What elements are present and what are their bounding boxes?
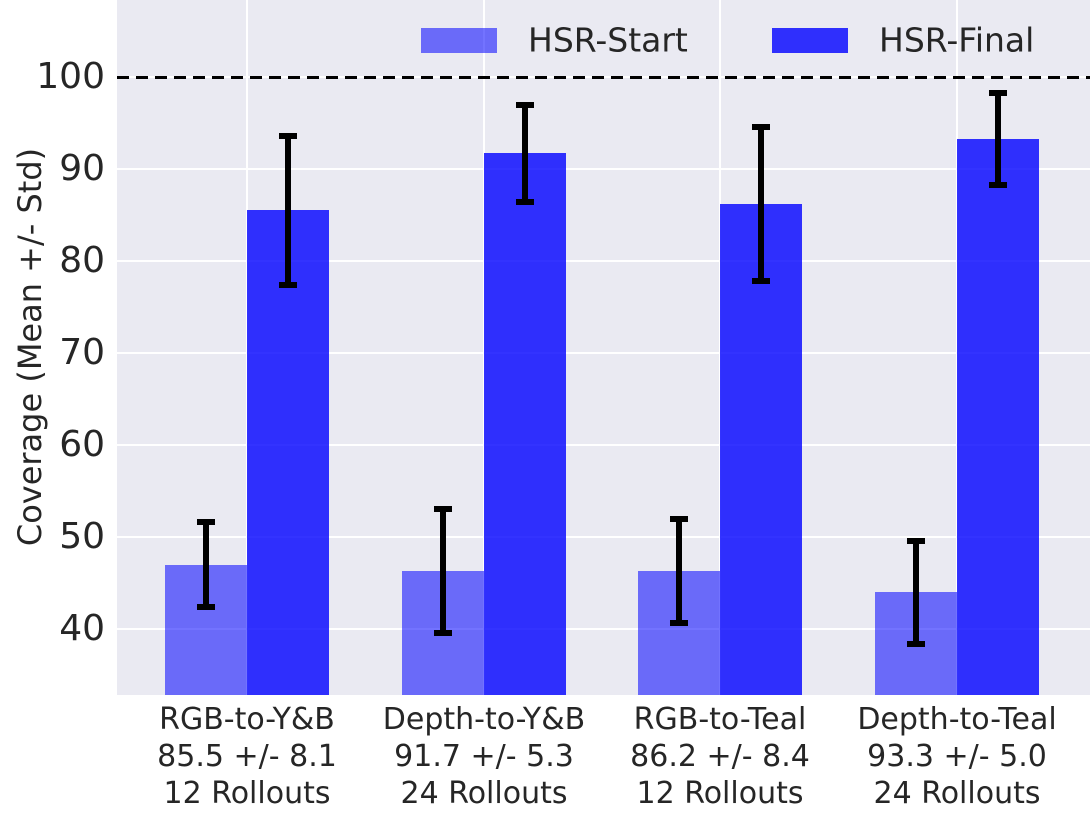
error-bar-line bbox=[440, 509, 446, 633]
error-bar-cap bbox=[907, 537, 925, 544]
legend-label-hsr-final: HSR-Final bbox=[879, 20, 1035, 60]
bar-hsr-final bbox=[484, 153, 566, 695]
x-tick-label-line: 93.3 +/- 5.0 bbox=[867, 739, 1047, 774]
gridline-h bbox=[117, 628, 1090, 630]
y-tick-label: 50 bbox=[59, 516, 105, 557]
error-bar-cap bbox=[434, 629, 452, 636]
legend-swatch-hsr-final bbox=[772, 28, 848, 53]
error-bar-line bbox=[913, 540, 919, 644]
x-tick-label-line: Depth-to-Teal bbox=[857, 702, 1057, 737]
gridline-h bbox=[117, 536, 1090, 538]
x-tick-label: Depth-to-Y&B 91.7 +/- 5.3 24 Rollouts bbox=[324, 701, 644, 812]
error-bar-cap bbox=[197, 603, 215, 610]
reference-line-100 bbox=[117, 75, 1090, 79]
bar-hsr-final bbox=[957, 138, 1039, 695]
error-bar-line bbox=[522, 104, 528, 203]
x-tick-label: RGB-to-Teal 86.2 +/- 8.4 12 Rollouts bbox=[560, 701, 880, 812]
error-bar-cap bbox=[670, 620, 688, 627]
bar-hsr-final bbox=[720, 203, 802, 695]
y-tick-label: 40 bbox=[59, 608, 105, 649]
x-tick-label-line: 85.5 +/- 8.1 bbox=[157, 739, 337, 774]
gridline-h bbox=[117, 444, 1090, 446]
x-tick-label: RGB-to-Y&B 85.5 +/- 8.1 12 Rollouts bbox=[87, 701, 407, 812]
x-tick-label: Depth-to-Teal 93.3 +/- 5.0 24 Rollouts bbox=[797, 701, 1090, 812]
error-bar-line bbox=[758, 126, 764, 282]
x-tick-label-line: 24 Rollouts bbox=[873, 776, 1041, 811]
x-tick-label-line: 86.2 +/- 8.4 bbox=[630, 739, 810, 774]
error-bar-line bbox=[285, 135, 291, 285]
error-bar-cap bbox=[907, 640, 925, 647]
gridline-h bbox=[117, 352, 1090, 354]
y-tick-label: 80 bbox=[59, 240, 105, 281]
error-bar-cap bbox=[197, 519, 215, 526]
y-tick-label: 90 bbox=[59, 148, 105, 189]
error-bar-cap bbox=[752, 123, 770, 130]
error-bar-cap bbox=[989, 181, 1007, 188]
y-tick-label: 70 bbox=[59, 332, 105, 373]
bar-hsr-final bbox=[247, 210, 329, 695]
legend-label-hsr-start: HSR-Start bbox=[528, 20, 688, 60]
gridline-h bbox=[117, 260, 1090, 262]
y-tick-label: 100 bbox=[36, 56, 105, 97]
legend-swatch-hsr-start bbox=[421, 28, 497, 53]
x-tick-label-line: 12 Rollouts bbox=[636, 776, 804, 811]
x-tick-label-line: Depth-to-Y&B bbox=[382, 702, 586, 737]
x-tick-label-line: 24 Rollouts bbox=[400, 776, 568, 811]
error-bar-cap bbox=[752, 278, 770, 285]
error-bar-line bbox=[203, 522, 209, 607]
error-bar-cap bbox=[434, 506, 452, 513]
error-bar-cap bbox=[279, 132, 297, 139]
x-tick-label-line: 91.7 +/- 5.3 bbox=[394, 739, 574, 774]
x-tick-label-line: RGB-to-Y&B bbox=[159, 702, 335, 737]
plot-area bbox=[117, 0, 1090, 695]
error-bar-cap bbox=[670, 515, 688, 522]
error-bar-cap bbox=[989, 89, 1007, 96]
x-tick-label-line: 12 Rollouts bbox=[163, 776, 331, 811]
y-tick-label: 60 bbox=[59, 424, 105, 465]
error-bar-cap bbox=[516, 199, 534, 206]
x-tick-label-line: RGB-to-Teal bbox=[633, 702, 807, 737]
error-bar-cap bbox=[279, 281, 297, 288]
error-bar-cap bbox=[516, 101, 534, 108]
error-bar-line bbox=[995, 92, 1001, 185]
error-bar-line bbox=[676, 518, 682, 624]
gridline-h bbox=[117, 168, 1090, 170]
